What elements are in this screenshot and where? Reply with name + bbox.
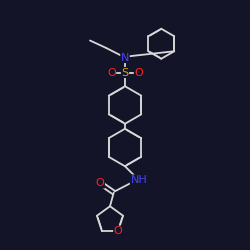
- Text: NH: NH: [130, 175, 147, 185]
- Text: O: O: [96, 178, 104, 188]
- Text: O: O: [107, 68, 116, 78]
- Text: O: O: [114, 226, 122, 236]
- Text: N: N: [121, 52, 129, 62]
- Text: S: S: [122, 68, 128, 78]
- Text: O: O: [134, 68, 143, 78]
